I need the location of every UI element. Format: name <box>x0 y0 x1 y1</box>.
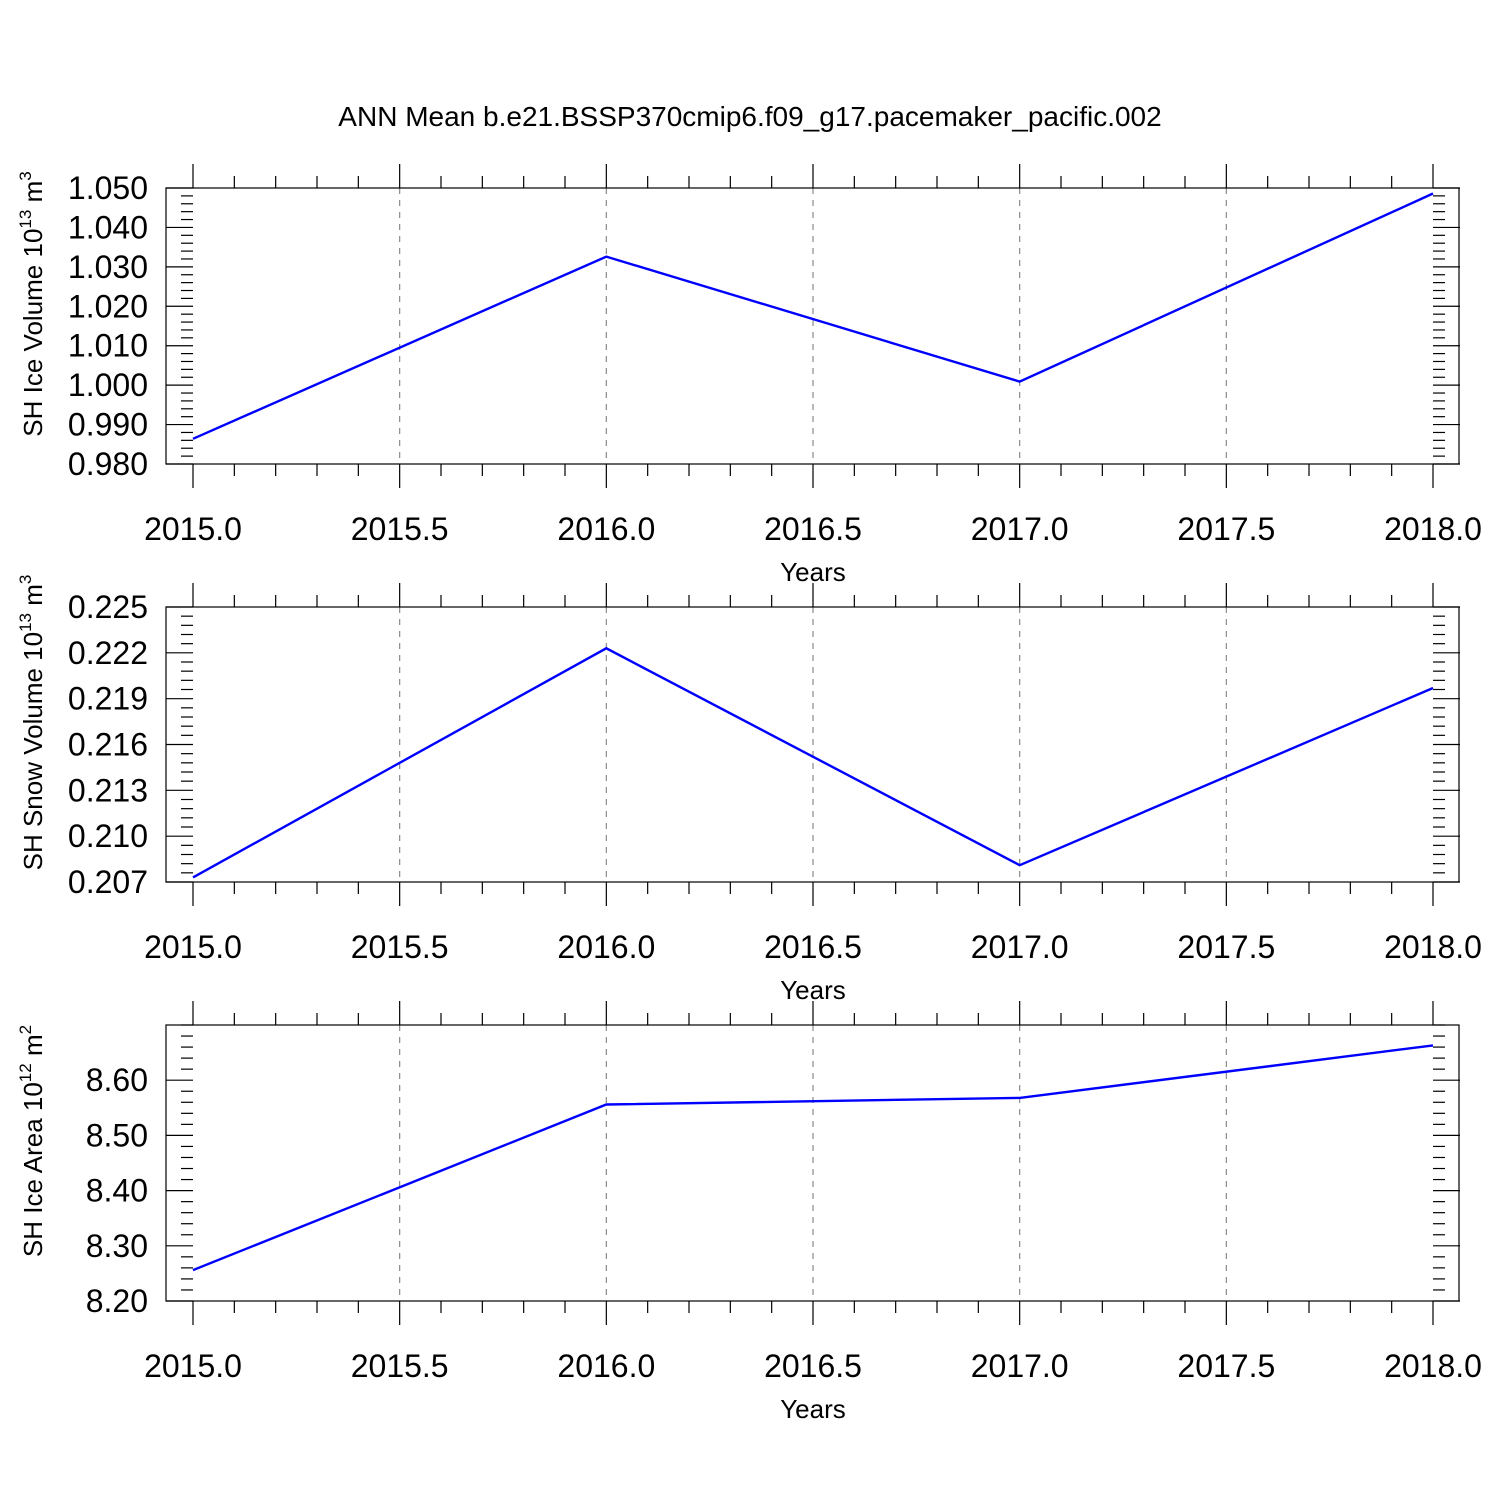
y-tick-label: 8.20 <box>86 1283 148 1319</box>
y-tick-label: 1.010 <box>68 328 148 364</box>
y-tick-label: 1.020 <box>68 288 148 324</box>
x-tick-label: 2018.0 <box>1384 929 1482 965</box>
x-tick-label: 2016.0 <box>557 511 655 547</box>
y-tick-label: 0.990 <box>68 407 148 443</box>
y-axis-title: SH Ice Volume 1013 m3 <box>16 171 48 436</box>
y-tick-label: 0.216 <box>68 727 148 763</box>
x-axis-title: Years <box>780 975 846 1005</box>
series-line <box>192 192 1434 440</box>
y-tick-label: 0.225 <box>68 589 148 625</box>
y-tick-label: 0.222 <box>68 635 148 671</box>
x-tick-label: 2017.5 <box>1177 929 1275 965</box>
x-tick-label: 2016.5 <box>764 1348 862 1384</box>
x-tick-label: 2016.5 <box>764 929 862 965</box>
x-tick-label: 2017.0 <box>971 1348 1069 1384</box>
panel-3: 2015.0 2015.5 2016.0 2016.5 2017.0 2017.5 2018… <box>16 1001 1482 1424</box>
x-tick-label: 2016.5 <box>764 511 862 547</box>
x-tick-label: 2018.0 <box>1384 1348 1482 1384</box>
figure-title: ANN Mean b.e21.BSSP370cmip6.f09_g17.pace… <box>338 101 1161 132</box>
y-tick-label: 8.50 <box>86 1117 148 1153</box>
x-tick-label: 2015.5 <box>351 1348 449 1384</box>
x-tick-label: 2017.5 <box>1177 1348 1275 1384</box>
y-tick-label: 8.40 <box>86 1173 148 1209</box>
x-tick-label: 2017.0 <box>971 511 1069 547</box>
panel-2: 2015.0 2015.5 2016.0 2016.5 2017.0 2017.5 2018… <box>16 575 1482 1005</box>
y-tick-label: 1.000 <box>68 367 148 403</box>
panel-1: 2015.0 2015.5 2016.0 2016.5 2017.0 2017.5 2018… <box>16 164 1482 587</box>
x-tick-label: 2016.0 <box>557 1348 655 1384</box>
y-tick-label: 0.980 <box>68 446 148 482</box>
y-tick-label: 1.050 <box>68 170 148 206</box>
y-tick-label: 0.207 <box>68 864 148 900</box>
y-tick-label: 1.040 <box>68 209 148 245</box>
x-tick-label: 2016.0 <box>557 929 655 965</box>
series-line <box>192 1044 1434 1272</box>
x-axis-title: Years <box>780 557 846 587</box>
y-axis-title: SH Ice Area 1012 m2 <box>16 1025 48 1257</box>
x-tick-label: 2015.0 <box>144 1348 242 1384</box>
panels: 2015.0 2015.5 2016.0 2016.5 2017.0 2017.5 2018… <box>16 164 1482 1424</box>
x-tick-label: 2017.5 <box>1177 511 1275 547</box>
series-line <box>192 646 1434 879</box>
y-tick-label: 0.213 <box>68 772 148 808</box>
y-tick-label: 8.30 <box>86 1228 148 1264</box>
x-tick-label: 2018.0 <box>1384 511 1482 547</box>
x-tick-label: 2017.0 <box>971 929 1069 965</box>
x-tick-label: 2015.0 <box>144 511 242 547</box>
y-tick-label: 0.219 <box>68 681 148 717</box>
x-tick-label: 2015.0 <box>144 929 242 965</box>
x-tick-label: 2015.5 <box>351 929 449 965</box>
y-axis-title: SH Snow Volume 1013 m3 <box>16 575 48 871</box>
y-tick-label: 8.60 <box>86 1062 148 1098</box>
y-tick-label: 0.210 <box>68 818 148 854</box>
x-tick-label: 2015.5 <box>351 511 449 547</box>
x-axis-title: Years <box>780 1394 846 1424</box>
y-tick-label: 1.030 <box>68 249 148 285</box>
